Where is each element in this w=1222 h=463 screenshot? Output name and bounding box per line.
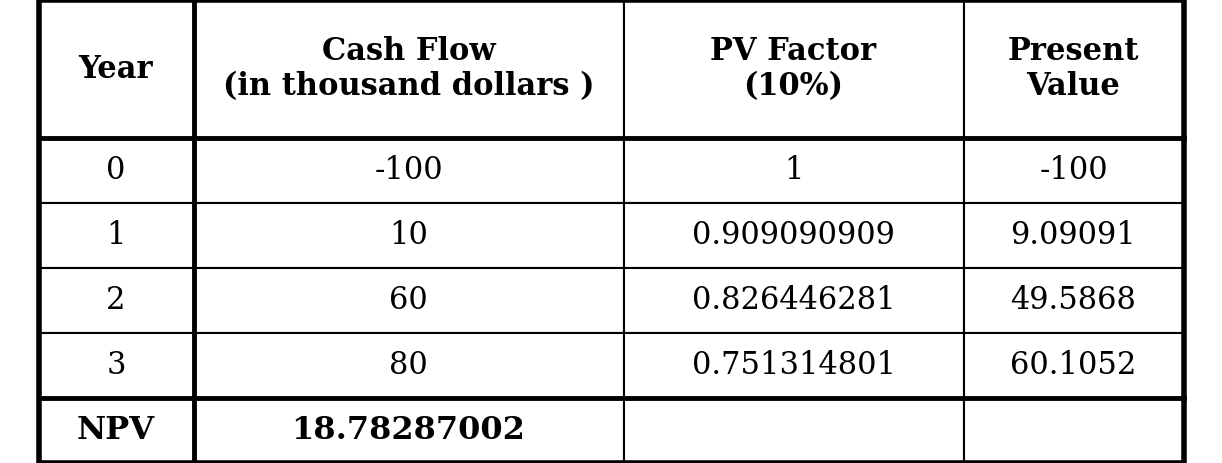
Bar bbox=[39, 203, 193, 268]
Bar bbox=[193, 203, 623, 268]
Text: 2: 2 bbox=[106, 285, 126, 316]
Text: PV Factor
(10%): PV Factor (10%) bbox=[710, 36, 876, 102]
Bar bbox=[193, 138, 623, 203]
Text: 3: 3 bbox=[106, 350, 126, 381]
Bar bbox=[963, 398, 1183, 463]
Text: 18.78287002: 18.78287002 bbox=[292, 415, 525, 446]
Bar bbox=[193, 333, 623, 398]
Text: 60: 60 bbox=[389, 285, 428, 316]
Bar bbox=[623, 138, 963, 203]
Text: 0.751314801: 0.751314801 bbox=[692, 350, 896, 381]
Text: 10: 10 bbox=[389, 220, 428, 251]
Bar bbox=[623, 333, 963, 398]
Text: 1: 1 bbox=[106, 220, 126, 251]
Bar bbox=[963, 138, 1183, 203]
Bar bbox=[39, 0, 193, 138]
Text: Present
Value: Present Value bbox=[1008, 36, 1139, 102]
Text: 0.826446281: 0.826446281 bbox=[692, 285, 896, 316]
Bar bbox=[963, 333, 1183, 398]
Bar bbox=[623, 203, 963, 268]
Bar bbox=[39, 138, 193, 203]
Text: 0.909090909: 0.909090909 bbox=[692, 220, 895, 251]
Text: 1: 1 bbox=[783, 155, 803, 186]
Bar bbox=[193, 398, 623, 463]
Bar bbox=[623, 398, 963, 463]
Bar bbox=[39, 268, 193, 333]
Text: 0: 0 bbox=[106, 155, 126, 186]
Bar bbox=[623, 268, 963, 333]
Text: 80: 80 bbox=[389, 350, 428, 381]
Bar bbox=[963, 203, 1183, 268]
Text: Year: Year bbox=[78, 54, 153, 85]
Bar bbox=[39, 333, 193, 398]
Bar bbox=[963, 0, 1183, 138]
Bar bbox=[623, 0, 963, 138]
Bar bbox=[963, 268, 1183, 333]
Text: Cash Flow
(in thousand dollars ): Cash Flow (in thousand dollars ) bbox=[222, 36, 594, 102]
Bar bbox=[39, 398, 193, 463]
Bar bbox=[193, 0, 623, 138]
Bar bbox=[193, 268, 623, 333]
Text: -100: -100 bbox=[374, 155, 442, 186]
Text: 9.09091: 9.09091 bbox=[1011, 220, 1136, 251]
Text: -100: -100 bbox=[1039, 155, 1108, 186]
Text: 60.1052: 60.1052 bbox=[1011, 350, 1136, 381]
Text: NPV: NPV bbox=[77, 415, 155, 446]
Text: 49.5868: 49.5868 bbox=[1011, 285, 1136, 316]
